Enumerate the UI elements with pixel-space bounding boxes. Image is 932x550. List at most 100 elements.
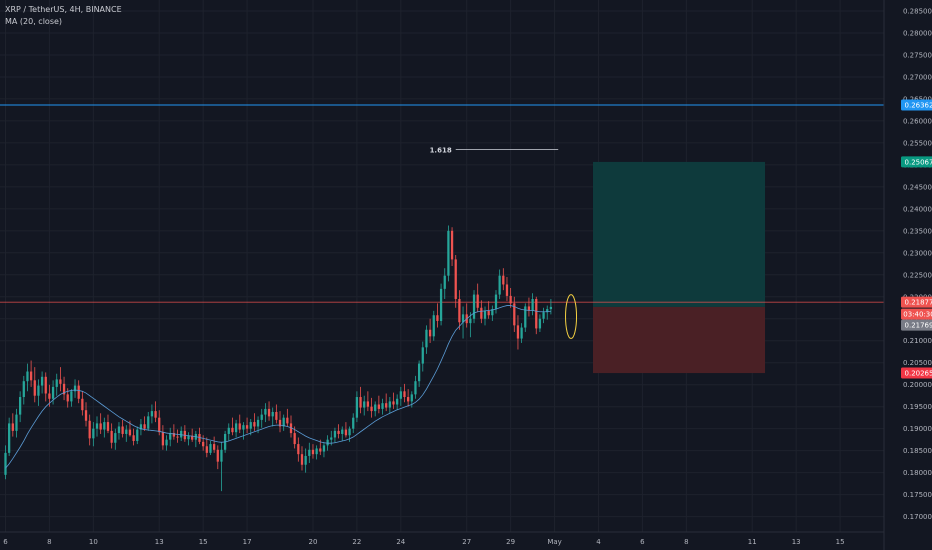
- candle-body: [110, 430, 113, 443]
- time-tick-label: 27: [462, 538, 471, 546]
- candle-body: [106, 422, 110, 431]
- price-tag-bg: [901, 296, 932, 308]
- candle-body: [172, 433, 176, 437]
- candle-body: [275, 411, 278, 420]
- price-tick-label: 0.23500: [903, 227, 932, 235]
- candle: [286, 408, 289, 427]
- candle: [18, 391, 22, 423]
- candle: [513, 296, 516, 332]
- time-tick-label: 6: [640, 538, 645, 546]
- indicator-title[interactable]: MA (20, close): [5, 17, 63, 26]
- candle-body: [421, 347, 424, 364]
- loss-zone[interactable]: [592, 306, 766, 374]
- candle: [55, 373, 58, 396]
- price-tag-loss: 0.20265: [901, 367, 932, 379]
- price-tick-label: 0.23000: [903, 249, 932, 257]
- candle-body: [256, 419, 260, 427]
- candle: [106, 414, 110, 434]
- price-tags: 0.25067 0.21877 03:40:30 0.21769 0.20265 0.26…: [901, 99, 932, 379]
- candle-body: [121, 426, 124, 434]
- candle: [59, 367, 62, 392]
- time-tick-label: 24: [396, 538, 405, 546]
- candle: [538, 314, 542, 332]
- candle-body: [531, 298, 534, 311]
- candle-body: [205, 446, 208, 453]
- candle-body: [348, 428, 351, 436]
- candle: [516, 315, 520, 350]
- candle: [396, 394, 399, 411]
- candle: [180, 426, 183, 441]
- time-tick-label: 17: [243, 538, 252, 546]
- time-tick-label: 8: [684, 538, 688, 546]
- candle: [337, 424, 340, 439]
- time-tick-label: 8: [47, 538, 51, 546]
- candle: [436, 303, 439, 328]
- candle: [132, 428, 135, 446]
- candle: [125, 425, 128, 442]
- candle: [417, 360, 421, 387]
- candle-body: [425, 329, 428, 348]
- candle: [315, 445, 318, 460]
- price-tag-label: 0.21877: [905, 299, 932, 307]
- candle-body: [516, 325, 520, 339]
- candle-body: [527, 306, 531, 311]
- candle-body: [494, 294, 498, 310]
- candle-body: [443, 275, 446, 289]
- time-tick-label: May: [547, 538, 561, 546]
- candle: [194, 430, 197, 448]
- price-tick-label: 0.24500: [903, 183, 932, 191]
- candle: [62, 376, 66, 401]
- candle: [249, 419, 252, 436]
- candle: [377, 395, 380, 414]
- price-tag-label: 0.20265: [905, 370, 932, 378]
- candle: [4, 445, 7, 480]
- candle-body: [377, 404, 380, 409]
- price-tag-bg: [901, 99, 932, 111]
- candle-body: [165, 439, 168, 446]
- candle-body: [344, 429, 348, 436]
- candle-body: [502, 275, 505, 285]
- price-tag-profit: 0.25067: [901, 156, 932, 168]
- candle: [227, 423, 230, 441]
- price-tick-label: 0.28000: [903, 29, 932, 37]
- candle-body: [549, 306, 553, 310]
- long-position-tool[interactable]: [592, 161, 766, 374]
- candle: [22, 375, 25, 405]
- candle-body: [242, 425, 245, 430]
- candle: [191, 428, 194, 442]
- candle: [40, 371, 44, 394]
- candle-body: [388, 401, 391, 408]
- candle: [407, 389, 410, 407]
- candle-body: [8, 423, 11, 453]
- candle-body: [447, 230, 450, 276]
- price-tick-label: 0.18500: [903, 447, 932, 455]
- time-tick-label: 4: [596, 538, 601, 546]
- candle: [308, 442, 311, 463]
- candle-body: [234, 423, 238, 433]
- candle-body: [216, 449, 219, 462]
- price-tick-label: 0.21000: [903, 337, 932, 345]
- candle-body: [44, 376, 47, 394]
- symbol-title[interactable]: XRP / TetherUS, 4H, BINANCE: [5, 5, 122, 14]
- candle: [205, 437, 208, 458]
- candle-body: [132, 435, 135, 441]
- candle: [450, 227, 454, 266]
- time-axis[interactable]: 6 8 10 13 15 17 20 22 24 27 29 May 4 6 8 11 13 15: [0, 531, 884, 546]
- candle: [92, 422, 95, 447]
- candle: [143, 416, 146, 431]
- candle: [381, 398, 384, 415]
- candle: [95, 416, 99, 437]
- price-axis[interactable]: 0.17000 0.17500 0.18000 0.18500 0.19000 0.195…: [883, 0, 932, 550]
- candle-body: [18, 397, 22, 415]
- candle: [282, 414, 285, 431]
- price-tick-label: 0.20000: [903, 381, 932, 389]
- moving-average-line: [5, 305, 551, 469]
- candle: [15, 408, 18, 438]
- candle-body: [293, 433, 296, 445]
- candle: [176, 429, 179, 443]
- profit-zone[interactable]: [592, 161, 766, 307]
- candle-body: [315, 448, 318, 455]
- candle: [322, 441, 326, 458]
- candle: [458, 290, 461, 330]
